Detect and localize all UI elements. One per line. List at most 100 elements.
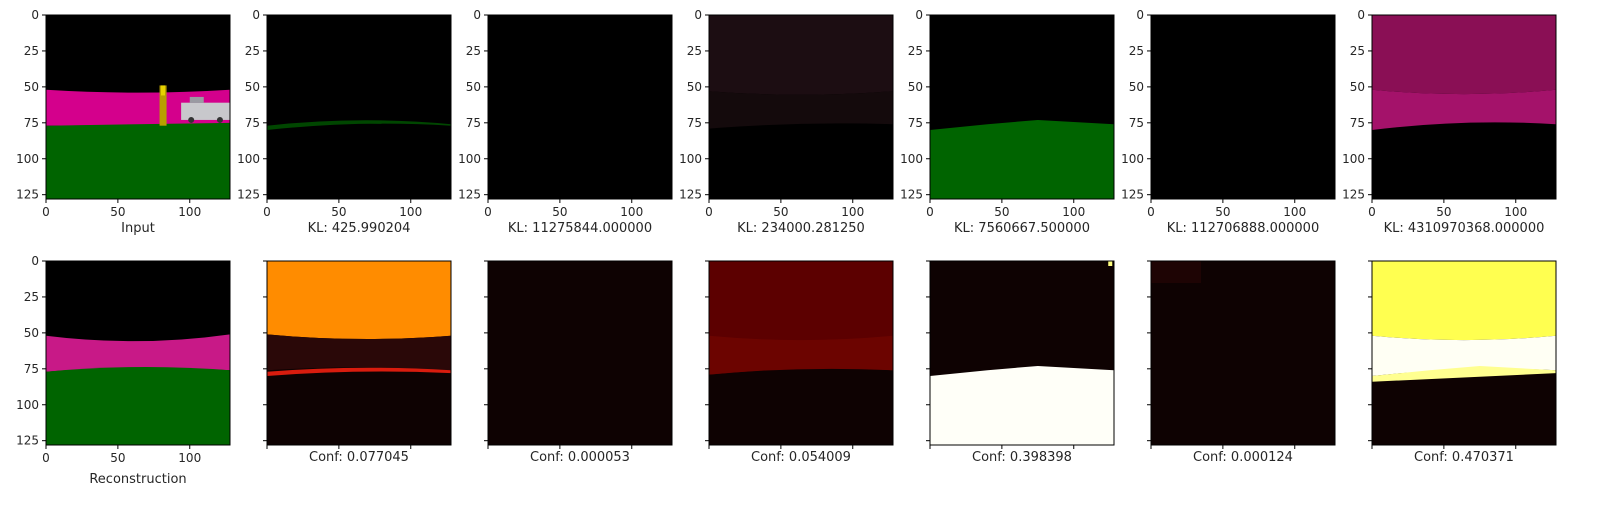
y-tick-label: 0 — [694, 8, 702, 22]
y-tick-label: 50 — [1129, 80, 1144, 94]
y-tick-label: 125 — [1121, 188, 1144, 202]
image-panel-r1-c7 — [1371, 14, 1557, 200]
y-tick-label: 25 — [908, 44, 923, 58]
y-tick-label: 25 — [1129, 44, 1144, 58]
x-tick-label: 100 — [1283, 205, 1306, 219]
axes-r2-c3: Conf: 0.000053 — [484, 260, 633, 465]
axes-r2-c1: 0 50 100 0 25 50 75 100 125 Reconstruction — [16, 254, 201, 487]
y-tick-label: 100 — [458, 152, 481, 166]
y-tick-label: 100 — [1342, 152, 1365, 166]
y-tick-label: 25 — [466, 44, 481, 58]
x-tick-label: 0 — [263, 205, 271, 219]
y-tick-label: 125 — [237, 188, 260, 202]
y-tick-label: 125 — [1342, 188, 1365, 202]
top-caption: KL: 11275844.000000 — [508, 221, 652, 236]
y-tick-label: 100 — [16, 398, 39, 412]
axes-r2-c2: Conf: 0.077045 — [263, 260, 412, 465]
y-tick-label: 125 — [16, 434, 39, 448]
y-tick-label: 50 — [1350, 80, 1365, 94]
image-panel-r1-c6 — [1150, 14, 1336, 200]
x-tick-label: 0 — [42, 205, 50, 219]
y-tick-label: 25 — [24, 44, 39, 58]
axes-r2-c6: Conf: 0.000124 — [1147, 260, 1296, 465]
y-tick-label: 50 — [24, 80, 39, 94]
y-tick-label: 75 — [1129, 116, 1144, 130]
image-panel-r2-c7 — [1371, 260, 1557, 446]
bottom-caption: Conf: 0.000124 — [1193, 450, 1293, 465]
y-tick-label: 50 — [466, 80, 481, 94]
y-tick-label: 25 — [1350, 44, 1365, 58]
y-tick-label: 0 — [31, 8, 39, 22]
bottom-caption: Conf: 0.077045 — [309, 450, 409, 465]
x-tick-label: 50 — [773, 205, 788, 219]
image-panel-r2-c2 — [266, 260, 452, 446]
x-tick-label: 50 — [331, 205, 346, 219]
axes-r1-c5: 0 50 100 0 25 50 75 100 125 KL: 7560667.500000 — [900, 8, 1090, 236]
image-panel-r2-c3 — [487, 260, 673, 446]
image-panel-r2-c6 — [1150, 260, 1336, 446]
y-tick-label: 50 — [245, 80, 260, 94]
axes-r1-c4: 0 50 100 0 25 50 75 100 125 KL: 234000.281250 — [679, 8, 865, 236]
axes-r2-c7: Conf: 0.470371 — [1368, 260, 1517, 465]
x-tick-label: 50 — [994, 205, 1009, 219]
top-caption: KL: 7560667.500000 — [954, 221, 1090, 236]
bottom-caption: Conf: 0.398398 — [972, 450, 1072, 465]
y-tick-label: 125 — [679, 188, 702, 202]
x-tick-label: 50 — [110, 451, 125, 465]
x-tick-label: 0 — [705, 205, 713, 219]
x-tick-label: 50 — [110, 205, 125, 219]
y-tick-label: 100 — [679, 152, 702, 166]
image-panel-r2-c5 — [929, 260, 1115, 446]
y-tick-label: 75 — [1350, 116, 1365, 130]
y-tick-label: 0 — [31, 254, 39, 268]
image-panel-r2-c4 — [708, 260, 894, 446]
y-tick-label: 125 — [16, 188, 39, 202]
y-tick-label: 100 — [1121, 152, 1144, 166]
y-tick-label: 100 — [900, 152, 923, 166]
image-panel-r1-c3 — [487, 14, 673, 200]
y-tick-label: 25 — [245, 44, 260, 58]
x-tick-label: 100 — [841, 205, 864, 219]
x-tick-label: 0 — [926, 205, 934, 219]
x-tick-label: 0 — [1368, 205, 1376, 219]
y-tick-label: 100 — [237, 152, 260, 166]
y-tick-label: 25 — [687, 44, 702, 58]
axes-r1-c6: 0 50 100 0 25 50 75 100 125 KL: 112706888.000000 — [1121, 8, 1319, 236]
y-tick-label: 0 — [1136, 8, 1144, 22]
y-tick-label: 100 — [16, 152, 39, 166]
axes-r1-c2: 0 50 100 0 25 50 75 100 125 KL: 425.990204 — [237, 8, 422, 236]
image-panel-r1-c5 — [929, 14, 1115, 200]
axes-r1-c3: 0 50 100 0 25 50 75 100 125 KL: 11275844.000000 — [458, 8, 652, 236]
image-panel-r1-c1 — [45, 14, 231, 200]
bottom-caption: Reconstruction — [89, 472, 186, 487]
top-caption: KL: 112706888.000000 — [1167, 221, 1319, 236]
top-caption: KL: 4310970368.000000 — [1384, 221, 1545, 236]
y-tick-label: 75 — [245, 116, 260, 130]
y-tick-label: 125 — [900, 188, 923, 202]
x-tick-label: 50 — [1436, 205, 1451, 219]
x-tick-label: 100 — [1062, 205, 1085, 219]
axes-r2-c4: Conf: 0.054009 — [705, 260, 854, 465]
x-tick-label: 100 — [1504, 205, 1527, 219]
x-tick-label: 50 — [1215, 205, 1230, 219]
bottom-caption: Conf: 0.054009 — [751, 450, 851, 465]
axes-r1-c7: 0 50 100 0 25 50 75 100 125 KL: 4310970368.000000 — [1342, 8, 1544, 236]
y-tick-label: 125 — [458, 188, 481, 202]
y-tick-label: 75 — [908, 116, 923, 130]
x-tick-label: 100 — [178, 205, 201, 219]
y-tick-label: 75 — [687, 116, 702, 130]
x-tick-label: 100 — [620, 205, 643, 219]
y-tick-label: 0 — [1357, 8, 1365, 22]
bottom-caption: Conf: 0.470371 — [1414, 450, 1514, 465]
y-tick-label: 75 — [24, 116, 39, 130]
y-tick-label: 25 — [24, 290, 39, 304]
y-tick-label: 0 — [252, 8, 260, 22]
x-tick-label: 0 — [1147, 205, 1155, 219]
image-panel-r1-c2 — [266, 14, 452, 200]
image-panel-r2-c1 — [45, 260, 231, 446]
x-tick-label: 100 — [178, 451, 201, 465]
top-caption: KL: 234000.281250 — [737, 221, 865, 236]
top-caption: KL: 425.990204 — [308, 221, 411, 236]
axes-r1-c1: 0 50 100 0 25 50 75 100 125 Input — [16, 8, 201, 236]
